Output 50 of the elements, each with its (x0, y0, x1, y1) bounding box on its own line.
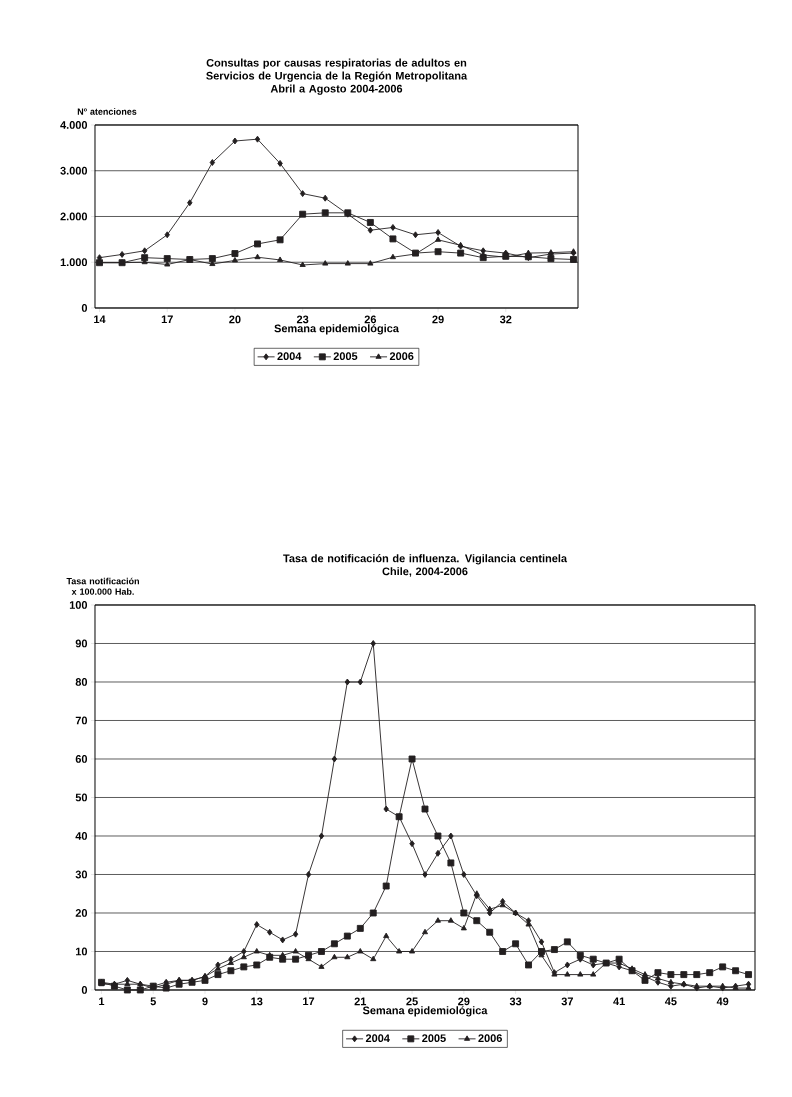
x-tick-label: 23 (296, 315, 309, 324)
x-tick-label: 37 (561, 997, 573, 1006)
x-tick-label: 5 (150, 997, 156, 1006)
legend-label: 2006 (478, 1034, 502, 1043)
x-axis-title: Semana epidemiológica (362, 1006, 488, 1017)
x-tick-label: 32 (499, 315, 512, 324)
y-tick-label: 1.000 (60, 258, 88, 267)
chart-subtitle: Abril a Agosto 2004-2006 (270, 84, 403, 95)
y-tick-label: 70 (75, 716, 88, 725)
x-tick-label: 17 (303, 997, 315, 1006)
y-tick-label: 3.000 (60, 166, 88, 175)
legend-label: 2004 (277, 352, 302, 361)
y-tick-label: 20 (75, 909, 88, 917)
y-tick-label: 10 (75, 947, 88, 956)
y-tick-label: 4.000 (60, 121, 88, 129)
chart-title: Tasa de notificación de influenza. Vigilancia centinela (283, 554, 568, 565)
y-tick-label: 80 (75, 678, 88, 686)
legend-label: 2004 (365, 1034, 390, 1043)
y-tick-label: 100 (69, 601, 88, 609)
y-tick-label: 60 (75, 755, 88, 763)
x-tick-label: 1 (99, 997, 105, 1006)
y-tick-label: 50 (75, 793, 88, 802)
x-tick-label: 17 (161, 315, 173, 324)
x-tick-label: 41 (613, 997, 625, 1006)
x-axis-title: Semana epidemiológica (274, 324, 399, 335)
x-tick-label: 25 (406, 997, 418, 1006)
y-tick-label: 40 (75, 832, 88, 840)
x-tick-label: 29 (458, 997, 470, 1006)
y-tick-label: 90 (75, 639, 88, 648)
legend-label: 2005 (333, 352, 358, 361)
y-tick-label: 0 (81, 304, 88, 312)
y-tick-label: 0 (81, 986, 88, 994)
x-tick-label: 13 (251, 997, 263, 1006)
y-tick-label: 30 (75, 870, 88, 879)
x-tick-label: 9 (202, 997, 208, 1006)
x-tick-label: 45 (664, 997, 677, 1006)
y-axis-title: Tasa notificación x 100.000 Hab. (66, 577, 139, 595)
y-axis-title: Nº atenciones (77, 108, 137, 115)
legend-label: 2005 (422, 1034, 446, 1043)
x-tick-label: 33 (509, 997, 522, 1006)
x-tick-label: 20 (229, 315, 241, 324)
chart-title: Consultas por causas respiratorias de adultos en Servicios de Urgencia de la Región Metropolitana (206, 58, 468, 82)
legend-label: 2006 (389, 352, 414, 361)
chart-subtitle: Chile, 2004-2006 (382, 567, 468, 577)
x-tick-label: 26 (364, 315, 377, 324)
x-tick-label: 49 (716, 997, 729, 1006)
x-tick-label: 21 (354, 997, 367, 1006)
x-tick-label: 14 (94, 315, 106, 324)
y-tick-label: 2.000 (60, 212, 88, 221)
x-tick-label: 29 (432, 315, 444, 324)
